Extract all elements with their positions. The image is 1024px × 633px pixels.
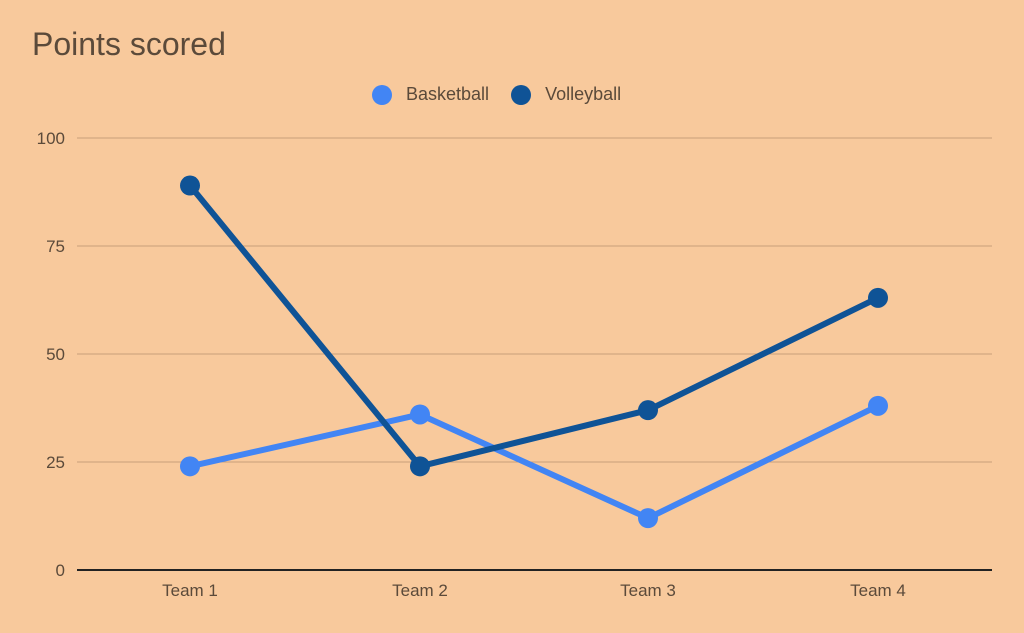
data-point bbox=[638, 400, 658, 421]
basketball-marker-icon bbox=[372, 84, 392, 105]
series-line-volleyball bbox=[187, 183, 880, 470]
x-tick-label: Team 4 bbox=[850, 581, 906, 600]
x-tick-label: Team 1 bbox=[162, 581, 218, 600]
data-point bbox=[410, 456, 430, 477]
y-tick-label: 100 bbox=[37, 129, 65, 148]
data-point bbox=[638, 508, 658, 529]
legend-label: Volleyball bbox=[545, 84, 622, 104]
volleyball-marker-icon bbox=[511, 84, 532, 105]
data-point bbox=[868, 287, 888, 308]
series-line-basketball bbox=[189, 403, 880, 522]
data-point bbox=[180, 175, 200, 196]
y-tick-label: 0 bbox=[56, 561, 65, 580]
legend-item-basketball[interactable]: Basketball bbox=[372, 84, 489, 105]
legend: Basketball Volleyball bbox=[372, 84, 643, 105]
x-tick-label: Team 3 bbox=[620, 581, 676, 600]
data-point bbox=[868, 395, 888, 416]
y-tick-label: 75 bbox=[46, 237, 65, 256]
y-tick-label: 50 bbox=[46, 345, 65, 364]
chart-title: Points scored bbox=[32, 26, 226, 62]
x-tick-label: Team 2 bbox=[392, 581, 448, 600]
data-point bbox=[180, 456, 200, 477]
legend-item-volleyball[interactable]: Volleyball bbox=[511, 84, 621, 105]
legend-label: Basketball bbox=[406, 84, 490, 104]
data-point bbox=[410, 404, 430, 425]
y-tick-label: 25 bbox=[46, 453, 65, 472]
